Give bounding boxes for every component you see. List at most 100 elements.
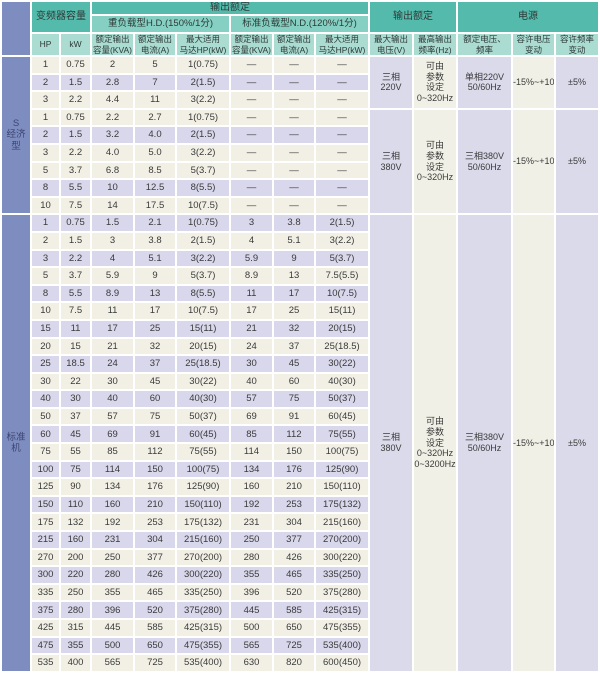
table-row: 25 18.5 24 37 25(18.5) 30 45 30(22) [2,356,598,372]
cell-nd-kva: 500 [231,620,272,636]
cell-hd-current: 253 [135,514,175,531]
cell-hd-current: 17 [135,303,175,319]
cell-nd-motor: 125(90) [316,461,368,478]
cell-hd-motor: 125(90) [177,479,229,495]
cell-nd-current: 520 [274,584,314,601]
cell-nd-current: 465 [274,567,314,583]
cell-hp: 3 [32,92,59,108]
cell-hd-current: 650 [135,637,175,654]
cell-kw: 132 [61,514,90,531]
header-rated-voltage-freq: 额定电压、 频率 [458,34,511,55]
cell-kw: 5.5 [61,285,90,302]
cell-nd-kva: 565 [231,637,272,654]
spec-table-body: S 经济型 1 0.75 2 5 1(0.75) — — — 三相 220V 可由 参数 设定 0~… [2,57,599,671]
cell-hp: 335 [32,584,59,601]
cell-nd-current: — [274,74,314,91]
cell-nd-motor: 2(1.5) [316,215,368,231]
cell-hd-kva: 2 [92,57,133,73]
cell-hd-current: 520 [135,602,175,618]
cell-hd-current: 5.0 [135,144,175,161]
cell-hd-kva: 160 [92,496,133,513]
cell-hd-motor: 175(132) [177,514,229,531]
cell-hp: 2 [32,74,59,91]
cell-nd-current: 75 [274,391,314,407]
cell-hd-motor: 10(7.5) [177,303,229,319]
cell-hd-current: 5.1 [135,250,175,267]
cell-kw: 18.5 [61,356,90,372]
table-row: 50 37 57 75 50(37) 69 91 60(45) [2,408,598,425]
table-row: 1 0.75 2.2 2.7 1(0.75) — — — 三相 380V 可由 参数 设定 0~3… [2,109,599,214]
cell-kw: 22 [61,373,90,390]
cell-nd-motor: — [316,74,368,91]
cell-kw: 75 [61,461,90,478]
cell-kw: 160 [61,532,90,548]
cell-hd-motor: 10(7.5) [177,197,229,214]
cell-nd-current: 377 [274,532,314,548]
cell-hp: 5 [32,268,59,284]
cell-hd-motor: 8(5.5) [177,180,229,196]
cell-hd-motor: 2(1.5) [177,127,229,143]
cell-kw: 250 [61,584,90,601]
cell-hp: 2 [32,127,59,143]
cell-hd-kva: 396 [92,602,133,618]
cell-hd-motor: 3(2.2) [177,250,229,267]
cell-kw: 1.5 [61,127,90,143]
cell-nd-motor: 270(200) [316,532,368,548]
cell-hd-kva: 355 [92,584,133,601]
cell-kw: 3.7 [61,162,90,179]
cell-nd-motor: 150(110) [316,479,368,495]
cell-hd-kva: 24 [92,356,133,372]
cell-kw: 400 [61,655,90,671]
cell-nd-motor: — [316,180,368,196]
table-row: 175 132 192 253 175(132) 231 304 215(160) [2,514,598,531]
cell-hd-current: 45 [135,373,175,390]
table-row: 8 5.5 8.9 13 8(5.5) 11 17 10(7.5) [2,285,598,302]
table-row: 3 2.2 4 5.1 3(2.2) 5.9 9 5(3.7) [2,250,598,267]
cell-hd-current: 4.0 [135,127,175,143]
cell-hd-current: 9 [135,268,175,284]
cell-kw: 2.2 [61,92,90,108]
cell-kw: 15 [61,338,90,355]
cell-hd-current: 3.8 [135,232,175,249]
cell-nd-motor: 15(11) [316,303,368,319]
table-row: 300 220 280 426 300(220) 355 465 335(250) [2,567,598,583]
cell-hd-kva: 8.9 [92,285,133,302]
cell-nd-kva: 114 [231,444,272,460]
cell-nd-current: 176 [274,461,314,478]
cell-nd-current: 13 [274,268,314,284]
table-row: 375 280 396 520 375(280) 445 585 425(315) [2,602,598,618]
cell-rated-voltage-freq: 三相380V 50/60Hz [458,109,511,214]
cell-hd-motor: 3(2.2) [177,92,229,108]
cell-nd-motor: — [316,57,368,73]
cell-hd-current: 17.5 [135,197,175,214]
table-row: 60 45 69 91 60(45) 85 112 75(55) [2,426,598,443]
cell-max-frequency: 可由 参数 设定 0~320Hz 0~3200Hz [414,215,456,671]
cell-nd-motor: — [316,127,368,143]
cell-hd-motor: 1(0.75) [177,57,229,73]
cell-nd-motor: — [316,92,368,108]
cell-kw: 2.2 [61,250,90,267]
cell-hd-motor: 20(15) [177,338,229,355]
cell-hd-current: 176 [135,479,175,495]
cell-nd-kva: 40 [231,373,272,390]
cell-nd-current: 210 [274,479,314,495]
header-output-rating-2: 输出额定 [370,2,456,32]
header-max-output-freq: 最高输出 频率(Hz) [414,34,456,55]
cell-nd-kva: 134 [231,461,272,478]
cell-hd-current: 13 [135,285,175,302]
cell-max-voltage: 三相 380V [370,215,412,671]
cell-hd-kva: 4.0 [92,144,133,161]
cell-nd-kva: 17 [231,303,272,319]
header-kw: kW [61,34,90,55]
cell-hd-kva: 134 [92,479,133,495]
cell-nd-kva: 21 [231,320,272,337]
cell-hd-motor: 50(37) [177,408,229,425]
table-row: 535 400 565 725 535(400) 630 820 600(450) [2,655,598,671]
table-row: 10 7.5 11 17 10(7.5) 17 25 15(11) [2,303,598,319]
cell-kw: 11 [61,320,90,337]
cell-hd-motor: 25(18.5) [177,356,229,372]
cell-nd-motor: 25(18.5) [316,338,368,355]
cell-hd-current: 7 [135,74,175,91]
table-row: 标准机 1 0.75 1.5 2.1 1(0.75) 3 3.8 2(1.5) 三相 380V 可由… [2,215,599,671]
cell-kw: 0.75 [61,109,90,126]
